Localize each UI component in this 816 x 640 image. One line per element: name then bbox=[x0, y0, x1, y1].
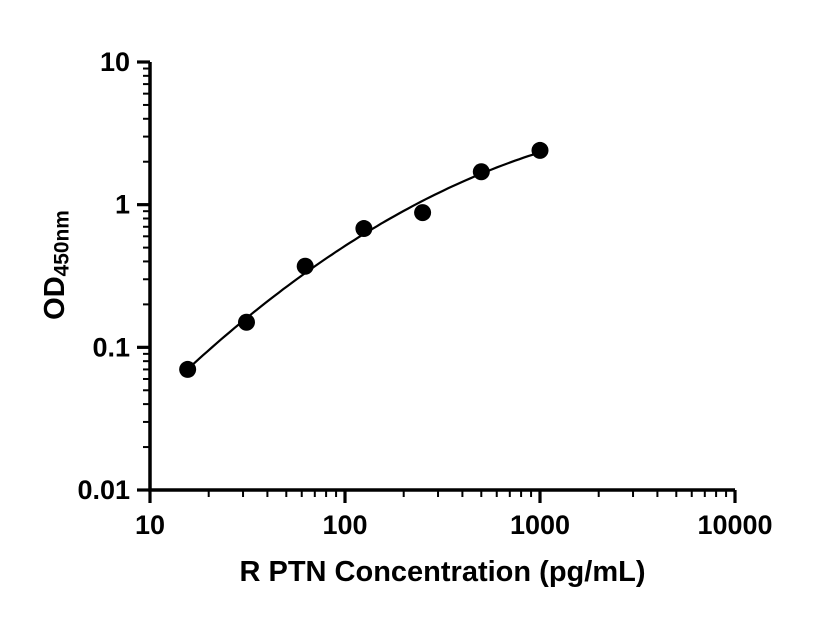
x-tick-label: 100 bbox=[322, 510, 367, 540]
y-axis-title-subscript: 450nm bbox=[50, 210, 74, 277]
y-axis-title: OD450nm bbox=[35, 115, 75, 415]
data-point bbox=[472, 163, 490, 181]
data-point bbox=[296, 257, 314, 275]
y-tick-label: 0.1 bbox=[92, 332, 130, 362]
x-tick-label: 1000 bbox=[510, 510, 570, 540]
data-point bbox=[531, 141, 549, 159]
data-point bbox=[355, 220, 373, 238]
y-tick-label: 10 bbox=[100, 47, 130, 77]
x-tick-label: 10000 bbox=[697, 510, 772, 540]
y-tick-label: 0.01 bbox=[77, 475, 130, 505]
x-axis-title: R PTN Concentration (pg/mL) bbox=[239, 556, 646, 588]
data-point bbox=[237, 313, 255, 331]
axis-frame bbox=[148, 62, 735, 492]
x-tick-label: 10 bbox=[135, 510, 165, 540]
data-point bbox=[414, 204, 432, 222]
y-axis-title-main: OD bbox=[39, 276, 71, 320]
fit-curve bbox=[184, 150, 543, 373]
data-point bbox=[179, 360, 197, 378]
y-tick-label: 1 bbox=[115, 190, 130, 220]
